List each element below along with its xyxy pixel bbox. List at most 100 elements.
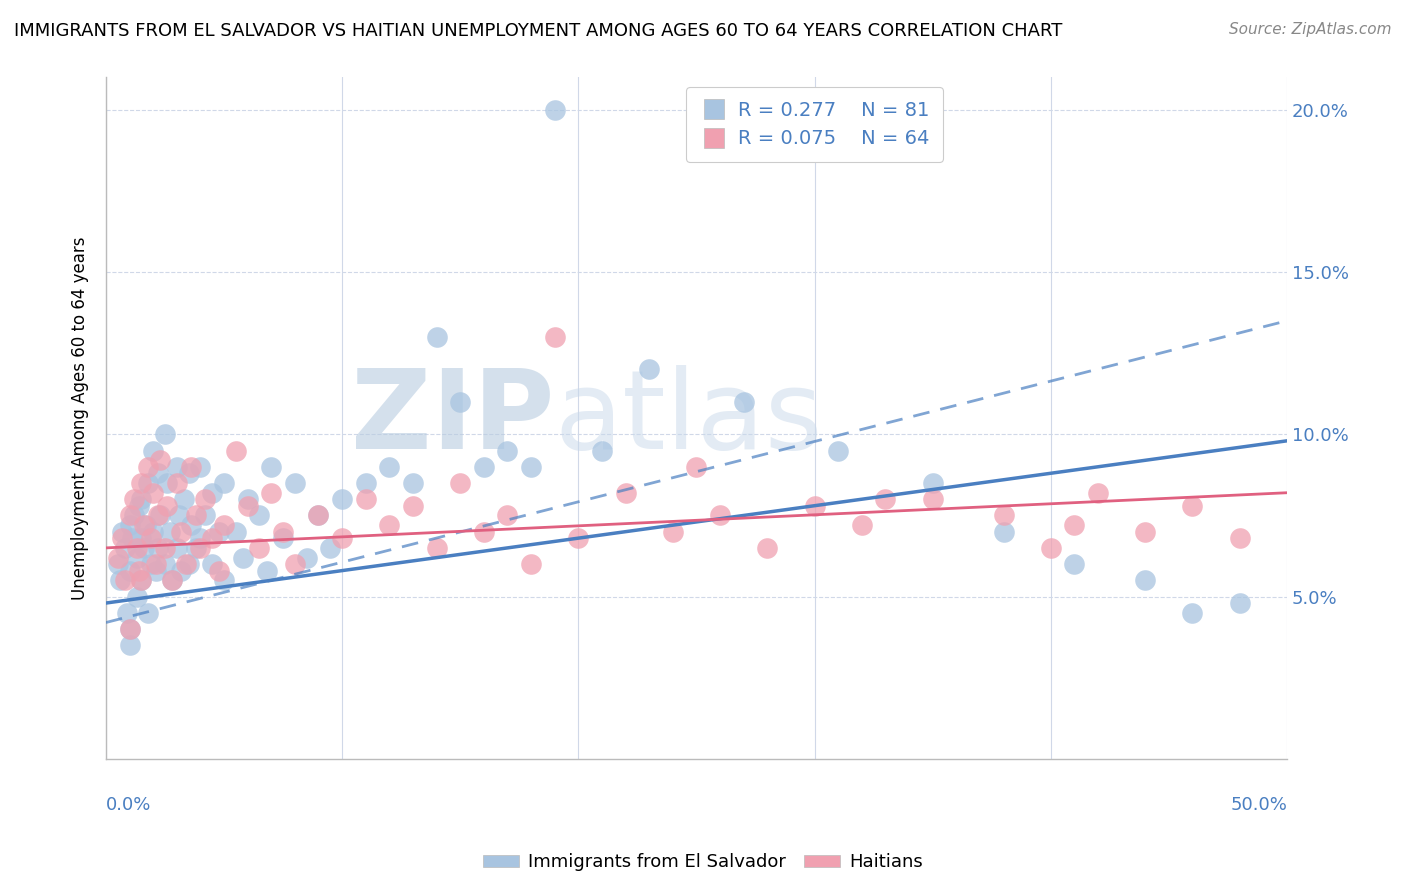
Point (354, 475, 377, 490)
Point (1181, 499, 1204, 513)
Point (260, 459, 283, 474)
Point (449, 475, 471, 490)
Point (236, 492, 259, 507)
Point (378, 459, 401, 474)
Point (125, 590, 148, 604)
Point (125, 541, 148, 555)
Point (426, 330, 449, 344)
Point (118, 622, 141, 636)
Point (131, 492, 153, 507)
Point (111, 531, 134, 545)
Point (236, 499, 259, 513)
Point (520, 557, 543, 571)
Point (827, 443, 849, 458)
Point (118, 518, 141, 533)
Point (107, 550, 129, 565)
Point (472, 459, 495, 474)
Point (107, 557, 129, 571)
Point (138, 459, 160, 474)
Point (145, 557, 167, 571)
Point (184, 508, 207, 523)
Point (685, 459, 707, 474)
Point (194, 508, 217, 523)
Point (271, 531, 294, 545)
Point (131, 574, 153, 588)
Point (166, 459, 188, 474)
Point (330, 531, 353, 545)
Point (1135, 574, 1157, 588)
Point (118, 508, 141, 523)
Point (149, 453, 172, 467)
Y-axis label: Unemployment Among Ages 60 to 64 years: Unemployment Among Ages 60 to 64 years (72, 236, 89, 599)
Point (472, 524, 495, 539)
Point (756, 541, 779, 555)
Point (138, 475, 160, 490)
Point (108, 574, 131, 588)
Point (638, 362, 661, 376)
Point (118, 622, 141, 636)
Point (131, 475, 153, 490)
Point (520, 459, 543, 474)
Point (449, 395, 471, 409)
Point (249, 541, 271, 555)
Point (354, 492, 377, 507)
Point (1135, 524, 1157, 539)
Point (378, 518, 401, 533)
Point (146, 541, 169, 555)
Point (709, 508, 731, 523)
Point (166, 475, 188, 490)
Point (212, 518, 235, 533)
Point (225, 524, 247, 539)
Legend: Immigrants from El Salvador, Haitians: Immigrants from El Salvador, Haitians (475, 847, 931, 879)
Point (319, 541, 342, 555)
Point (295, 550, 318, 565)
Point (139, 531, 162, 545)
Point (803, 499, 825, 513)
Point (177, 557, 200, 571)
Point (402, 499, 425, 513)
Point (1087, 485, 1109, 500)
Point (128, 564, 150, 578)
Point (118, 638, 141, 652)
Point (308, 508, 330, 523)
Point (614, 485, 637, 500)
Point (167, 508, 190, 523)
Point (308, 508, 330, 523)
Point (190, 531, 212, 545)
Text: 50.0%: 50.0% (1230, 797, 1286, 814)
Point (921, 475, 943, 490)
Text: Source: ZipAtlas.com: Source: ZipAtlas.com (1229, 22, 1392, 37)
Point (170, 564, 193, 578)
Point (567, 531, 589, 545)
Point (128, 499, 150, 513)
Point (921, 492, 943, 507)
Point (402, 475, 425, 490)
Point (122, 508, 145, 523)
Point (159, 524, 181, 539)
Point (256, 564, 278, 578)
Point (177, 467, 200, 481)
Point (225, 443, 247, 458)
Point (173, 492, 195, 507)
Text: ZIP: ZIP (352, 365, 555, 472)
Point (993, 508, 1015, 523)
Point (194, 492, 217, 507)
Point (1229, 596, 1251, 610)
Point (153, 557, 176, 571)
Point (851, 518, 873, 533)
Point (180, 459, 202, 474)
Point (201, 531, 224, 545)
Point (544, 103, 567, 117)
Point (284, 557, 307, 571)
Text: IMMIGRANTS FROM EL SALVADOR VS HAITIAN UNEMPLOYMENT AMONG AGES 60 TO 64 YEARS CO: IMMIGRANTS FROM EL SALVADOR VS HAITIAN U… (14, 22, 1063, 40)
Point (190, 541, 212, 555)
Point (156, 475, 179, 490)
Point (1063, 557, 1085, 571)
Point (146, 508, 169, 523)
Point (142, 485, 165, 500)
Point (1039, 541, 1062, 555)
Point (426, 541, 449, 555)
Text: 0.0%: 0.0% (105, 797, 152, 814)
Point (170, 524, 193, 539)
Point (591, 443, 613, 458)
